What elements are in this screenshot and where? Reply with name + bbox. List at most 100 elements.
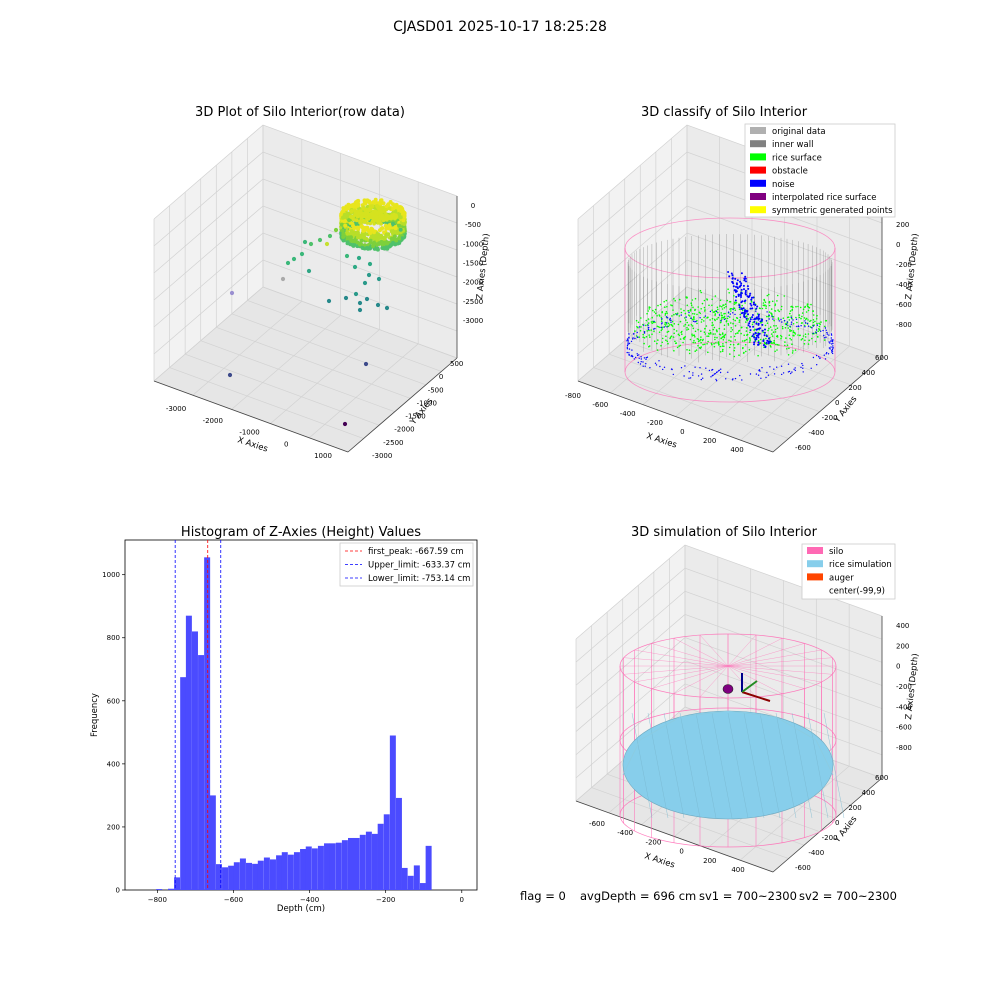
rice-surface-point [666,312,668,315]
ring-point [372,200,377,205]
ring-point [379,222,383,226]
y-tick-label: -500 [428,386,444,394]
rice-surface-point [650,329,652,331]
rice-surface-point [762,331,764,334]
histogram-bar [425,845,432,890]
rice-surface-point [740,332,742,335]
rice-surface-point [818,322,820,325]
noise-point [636,331,638,334]
rice-surface-point [664,314,667,316]
raw-point [306,268,312,274]
noise-point [761,329,764,332]
ring-point [363,231,368,236]
legend-frame [744,123,896,218]
legend-label: original data [772,127,826,137]
raw-point [364,296,370,302]
rice-surface-point [774,350,776,353]
ring-point [375,247,380,252]
rice-surface-point [678,345,680,348]
rice-surface-point [797,305,799,308]
gridline [231,313,426,386]
rice-surface-point [741,304,743,307]
rice-surface-point [668,324,671,326]
y-tick-label: 800 [107,634,120,642]
noise-point [745,317,748,320]
histogram-bar [287,854,294,890]
noise-point [658,360,660,362]
noise-point [626,351,628,354]
histogram-bar [377,823,384,890]
ring-point [340,228,345,233]
noise-point [741,307,744,310]
rice-surface [622,710,834,820]
rice-surface-point [795,316,797,319]
ring-point [399,215,404,220]
rice-surface-point [728,346,731,349]
rice-surface-point [695,349,698,351]
legend-label: center(-99,9) [829,587,885,597]
rice-surface-point [703,306,706,309]
ring-point [355,230,360,235]
ring-point [391,202,395,207]
rice-surface-point [733,295,735,297]
noise-point [762,340,765,343]
noise-point [793,368,795,370]
rice-surface-point [673,328,675,331]
rice-surface-point [771,342,773,344]
rice-surface-point [680,311,683,314]
rice-surface-point [726,317,729,320]
noise-point [627,339,629,341]
rice-surface-point [775,325,777,327]
rice-surface-point [804,333,807,336]
rice-surface-point [699,347,702,350]
rice-surface-point [717,308,719,311]
rice-surface-point [797,328,800,330]
ring-point [391,221,395,226]
noise-point [764,346,767,349]
rice-surface-point [823,339,826,341]
gridline [153,286,458,382]
noise-point [753,320,756,323]
noise-point [711,375,714,377]
noise-point [734,277,737,280]
noise-point [719,371,722,374]
rice-surface-point [763,298,765,301]
noise-point [649,367,651,369]
rice-surface-point [684,312,687,315]
rice-surface-point [651,316,653,319]
rice-surface-point [711,322,714,324]
rice-surface-point [649,306,651,309]
rice-surface-point [745,338,748,341]
rice-surface-point [648,308,650,310]
noise-point [626,346,628,348]
raw-point [384,305,390,311]
x-tick-label: -200 [647,419,663,427]
rice-surface-point [671,315,673,317]
rice-simulation-surface [622,710,845,820]
noise-point [732,308,734,310]
rice-surface-point [640,317,642,319]
rice-surface-point [659,326,661,329]
rice-surface-point [704,333,707,335]
noise-point [754,304,757,306]
plot-frame [124,539,478,891]
x-axis-line [153,380,349,453]
histogram-bar [383,814,390,890]
noise-point [780,365,783,367]
rice-surface-point [729,343,732,346]
noise-point [743,279,746,282]
noise-point [820,330,822,332]
rice-surface-point [766,294,769,297]
rice-surface-point [669,337,671,340]
x-axis-label: Depth (cm) [277,904,325,914]
rice-surface-point [741,326,743,329]
rice-surface-point [664,321,667,324]
noise-point [640,358,642,360]
legend: first_peak: -667.59 cm Upper_limit: -633.… [339,542,474,587]
rice-surface-point [727,324,730,326]
histogram-bar [263,857,270,890]
histogram-bar [413,865,420,890]
noise-point [663,366,666,368]
rice-surface-point [654,308,657,311]
rice-surface-point [780,305,783,308]
